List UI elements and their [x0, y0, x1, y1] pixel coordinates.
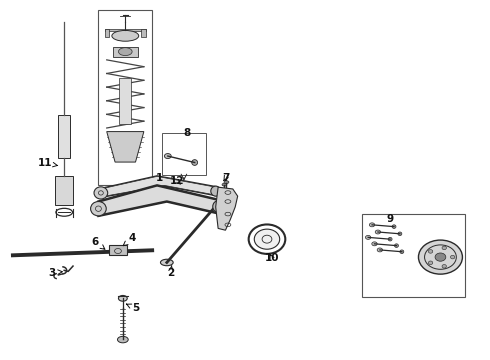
Ellipse shape: [366, 235, 371, 239]
Ellipse shape: [435, 253, 446, 261]
Bar: [120, 78, 131, 125]
Ellipse shape: [400, 250, 404, 253]
Text: 1: 1: [156, 173, 163, 183]
Ellipse shape: [392, 225, 396, 228]
Text: 8: 8: [184, 129, 191, 138]
Ellipse shape: [428, 249, 433, 253]
Ellipse shape: [224, 181, 229, 184]
Text: 6: 6: [91, 237, 105, 249]
Bar: [104, 30, 109, 37]
Ellipse shape: [222, 183, 227, 186]
Text: 3: 3: [49, 267, 62, 278]
Text: 7: 7: [222, 173, 229, 183]
Polygon shape: [216, 187, 238, 230]
Text: 10: 10: [265, 253, 279, 263]
Ellipse shape: [418, 240, 463, 274]
Bar: [141, 30, 146, 37]
Ellipse shape: [450, 255, 455, 259]
Ellipse shape: [254, 229, 280, 249]
Bar: [113, 46, 138, 57]
Text: 4: 4: [123, 233, 136, 246]
Ellipse shape: [375, 230, 381, 234]
Bar: [109, 244, 127, 255]
Ellipse shape: [214, 200, 222, 207]
Text: 9: 9: [387, 214, 393, 224]
Ellipse shape: [372, 242, 377, 246]
Ellipse shape: [160, 259, 173, 266]
Text: 11: 11: [37, 158, 58, 168]
Ellipse shape: [94, 187, 108, 199]
Polygon shape: [107, 132, 144, 162]
Ellipse shape: [112, 31, 139, 41]
Ellipse shape: [388, 237, 392, 241]
Ellipse shape: [428, 261, 433, 265]
Text: 5: 5: [126, 303, 139, 314]
Ellipse shape: [164, 154, 171, 158]
Bar: [55, 176, 73, 205]
Text: 2: 2: [167, 265, 174, 278]
Bar: [362, 214, 465, 297]
Ellipse shape: [119, 48, 132, 55]
Bar: [58, 116, 70, 158]
Polygon shape: [101, 176, 216, 197]
Ellipse shape: [442, 246, 446, 250]
Ellipse shape: [369, 223, 375, 227]
Ellipse shape: [91, 202, 106, 216]
Ellipse shape: [211, 186, 220, 196]
Text: 12: 12: [170, 176, 184, 186]
Ellipse shape: [398, 232, 402, 235]
Ellipse shape: [118, 336, 128, 343]
Ellipse shape: [213, 201, 223, 212]
Ellipse shape: [394, 244, 398, 247]
Bar: [98, 10, 152, 185]
Ellipse shape: [377, 248, 383, 252]
Bar: [162, 134, 206, 175]
Polygon shape: [98, 185, 218, 216]
Ellipse shape: [442, 265, 446, 268]
Ellipse shape: [192, 159, 197, 165]
Bar: [104, 30, 146, 31]
Ellipse shape: [119, 296, 127, 301]
